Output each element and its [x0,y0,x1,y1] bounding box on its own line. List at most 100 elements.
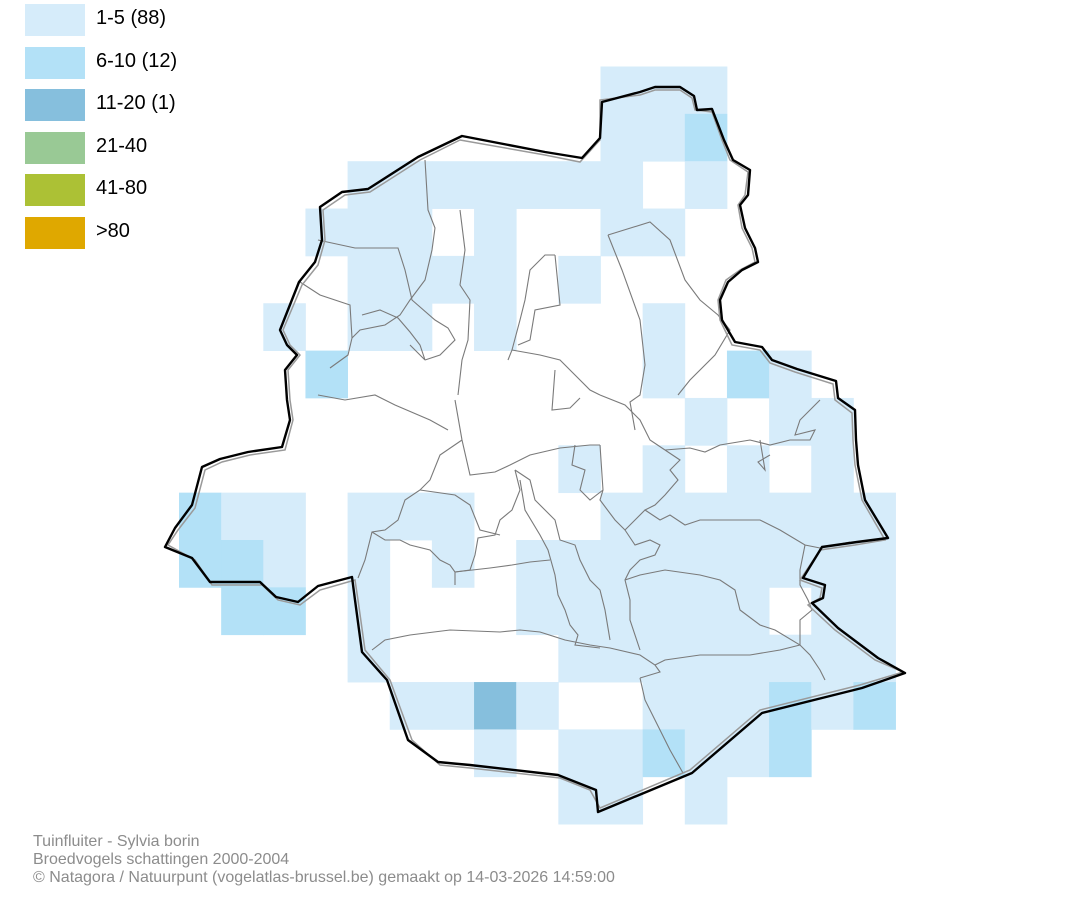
district-boundary [454,399,600,476]
grid-cell [811,445,854,494]
grid-cell [600,492,644,541]
grid-cell [769,634,812,683]
grid-cell [726,492,770,541]
grid-cell [769,492,812,541]
district-boundaries [299,159,851,774]
grid-cell [558,729,601,778]
grid-cell [642,113,686,162]
district-boundary [571,444,604,501]
grid-cell [347,492,391,541]
grid-cell [221,492,264,541]
grid-cell [769,540,812,588]
grid-cell [642,492,686,541]
legend-swatch [25,4,85,36]
grid-cell [642,208,686,257]
grid-cell [347,161,391,209]
grid-cell [179,492,222,541]
grid-cell [474,161,517,209]
legend-label: 21-40 [96,134,148,157]
district-boundary [551,369,581,411]
grid-cell [558,540,601,588]
grid-cell [853,634,896,683]
district-boundary [317,394,449,431]
grid-cell [684,161,728,209]
grid-cell [221,587,264,636]
grid-cell [811,492,854,541]
grid-cell [600,776,644,825]
grid-cell [474,682,517,730]
legend-swatch [25,131,85,164]
district-boundary [299,281,353,369]
grid-cell [726,445,770,494]
grid-cell [684,66,728,115]
district-boundary [511,349,601,396]
grid-cell [600,587,644,636]
grid-cell [474,303,517,351]
district-boundary [357,439,463,579]
district-boundary [454,469,521,573]
grid-cell [305,208,348,257]
district-boundary [419,489,501,536]
grid-cell [726,682,770,730]
grid-cell [642,587,686,636]
district-boundary [624,569,826,681]
grid-cell [684,729,728,778]
grid-cell [600,113,644,162]
grid-cell [600,208,644,257]
grid-cell [516,587,559,636]
grid-cell [642,682,686,730]
district-boundary [507,254,555,361]
grid-cell [853,682,896,730]
grid-cell [389,208,433,257]
map-caption: Tuinfluiter - Sylvia borin Broedvogels s… [33,833,615,887]
district-boundary [599,444,851,549]
district-boundary [607,234,646,431]
district-boundary [361,309,426,361]
grid-cell [558,445,601,494]
grid-cell [516,161,559,209]
grid-cell [684,492,728,541]
region-outline-shadow [166,89,906,809]
grid-cell [811,682,854,730]
grid-cell [726,350,770,399]
grid-cell [726,634,770,683]
grid-cell [600,66,644,115]
district-boundary [624,529,661,651]
legend-label: 6-10 (12) [96,49,178,72]
district-boundary [599,394,666,451]
grid-cell [811,397,854,446]
district-boundary [757,439,771,472]
caption-species: Tuinfluiter - Sylvia borin [33,833,200,850]
legend-label: >80 [96,219,130,242]
grid-cell [389,492,433,541]
grid-cell [558,161,601,209]
grid-cell [726,587,770,636]
grid-cell [305,350,348,399]
grid-cell [684,113,728,162]
legend-swatch [25,216,85,249]
grid-cell [769,397,812,446]
grid-cell [853,540,896,588]
grid-cell [474,208,517,257]
grid-cell [853,587,896,636]
grid-cell [600,634,644,683]
legend-swatch [25,46,85,79]
grid-cell [684,634,728,683]
grid-cell [684,397,728,446]
district-boundary [517,254,561,346]
grid-cell [347,303,391,351]
district-boundary [317,239,456,361]
legend-label: 41-80 [96,177,148,199]
grid-cell [684,682,728,730]
district-boundary [654,644,801,666]
grid-cell [769,729,812,778]
district-boundary [371,629,661,679]
legend-swatch [25,89,85,121]
grid-cell [684,587,728,636]
grid-cell [431,682,475,730]
grid-cell [474,255,517,304]
grid-cell [347,255,391,304]
grid-cell [263,492,306,541]
grid-cell [642,540,686,588]
